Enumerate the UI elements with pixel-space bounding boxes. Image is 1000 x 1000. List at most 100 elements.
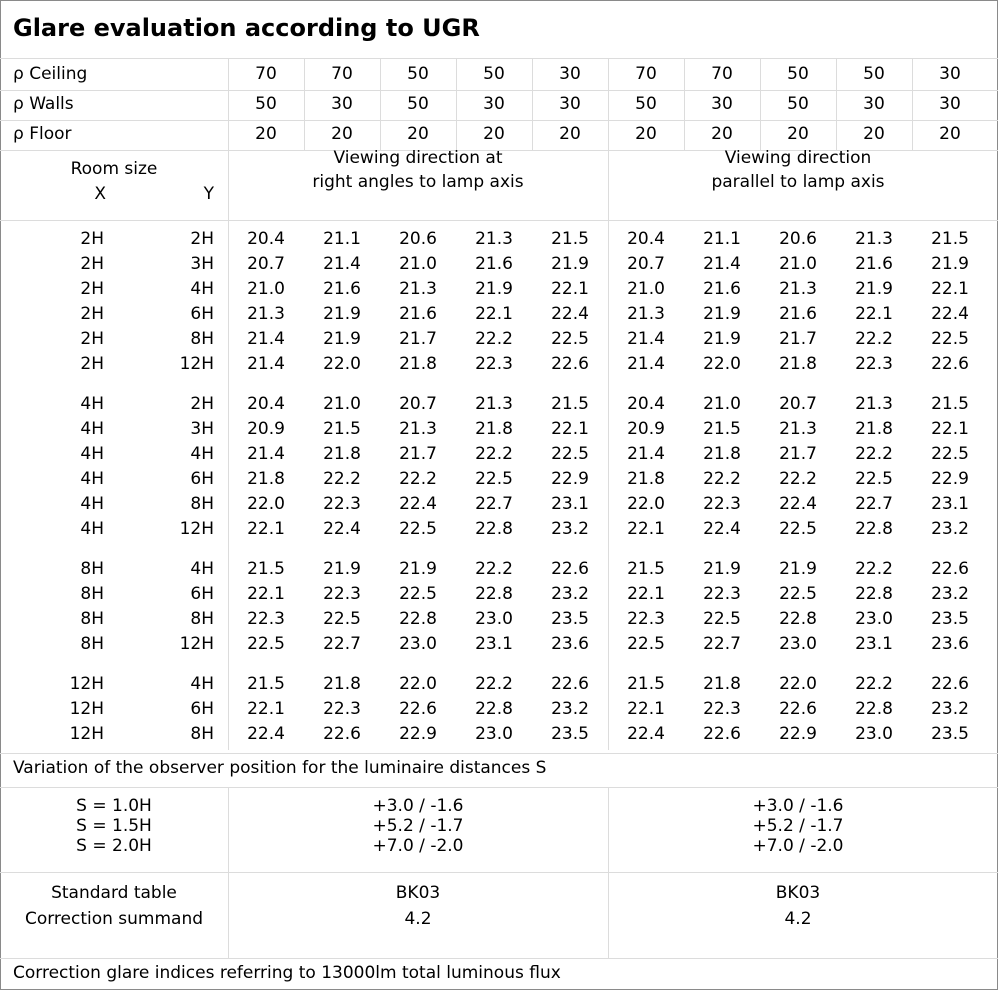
reflectance-value: 20 bbox=[635, 124, 657, 144]
ugr-value: 23.0 bbox=[475, 609, 513, 629]
ugr-value: 21.3 bbox=[855, 394, 893, 414]
ugr-value: 22.1 bbox=[931, 279, 969, 299]
divider bbox=[0, 872, 998, 873]
divider bbox=[0, 958, 998, 959]
reflectance-value: 20 bbox=[559, 124, 581, 144]
ugr-value: 21.3 bbox=[779, 419, 817, 439]
ugr-value: 20.7 bbox=[779, 394, 817, 414]
ugr-value: 20.9 bbox=[247, 419, 285, 439]
ugr-value: 21.0 bbox=[779, 254, 817, 274]
reflectance-value: 50 bbox=[483, 64, 505, 84]
ugr-value: 21.5 bbox=[323, 419, 361, 439]
ugr-value: 21.3 bbox=[475, 229, 513, 249]
ugr-value: 23.0 bbox=[399, 634, 437, 654]
room-y: 4H bbox=[190, 444, 214, 464]
divider bbox=[0, 150, 998, 151]
room-x: 8H bbox=[80, 634, 104, 654]
room-x: 8H bbox=[80, 584, 104, 604]
ugr-value: 22.8 bbox=[779, 609, 817, 629]
ugr-value: 21.8 bbox=[855, 419, 893, 439]
ugr-value: 22.1 bbox=[627, 519, 665, 539]
ugr-value: 22.4 bbox=[551, 304, 589, 324]
room-x: 4H bbox=[80, 419, 104, 439]
ugr-value: 22.2 bbox=[323, 469, 361, 489]
ugr-value: 21.3 bbox=[475, 394, 513, 414]
ugr-value: 22.3 bbox=[323, 699, 361, 719]
ugr-value: 23.2 bbox=[931, 699, 969, 719]
ugr-value: 23.1 bbox=[475, 634, 513, 654]
ugr-value: 21.9 bbox=[323, 329, 361, 349]
ugr-value: 21.8 bbox=[247, 469, 285, 489]
divider bbox=[684, 58, 685, 150]
ugr-value: 22.2 bbox=[779, 469, 817, 489]
ugr-value: 21.4 bbox=[627, 444, 665, 464]
ugr-value: 22.8 bbox=[855, 699, 893, 719]
ugr-value: 22.7 bbox=[703, 634, 741, 654]
room-x: 4H bbox=[80, 469, 104, 489]
ugr-value: 22.5 bbox=[931, 444, 969, 464]
correction-summand-right-angles: 4.2 bbox=[404, 909, 432, 929]
ugr-value: 21.6 bbox=[703, 279, 741, 299]
ugr-value: 23.0 bbox=[475, 724, 513, 744]
variation-parallel: +3.0 / -1.6 bbox=[752, 796, 844, 816]
divider bbox=[608, 150, 609, 750]
ugr-value: 21.5 bbox=[247, 674, 285, 694]
reflectance-value: 20 bbox=[255, 124, 277, 144]
ugr-value: 21.8 bbox=[475, 419, 513, 439]
ugr-value: 22.9 bbox=[779, 724, 817, 744]
ugr-value: 22.2 bbox=[475, 559, 513, 579]
correction-summand-label: Correction summand bbox=[24, 909, 204, 929]
ugr-value: 21.8 bbox=[703, 444, 741, 464]
ugr-value: 21.6 bbox=[399, 304, 437, 324]
room-y: 6H bbox=[190, 584, 214, 604]
reflectance-value: 70 bbox=[331, 64, 353, 84]
reflectance-value: 50 bbox=[787, 64, 809, 84]
room-x: 2H bbox=[80, 354, 104, 374]
room-y: 6H bbox=[190, 469, 214, 489]
room-y: 6H bbox=[190, 699, 214, 719]
room-y: 3H bbox=[190, 254, 214, 274]
ugr-value: 20.7 bbox=[627, 254, 665, 274]
ugr-value: 22.0 bbox=[247, 494, 285, 514]
reflectance-label: ρ Floor bbox=[13, 124, 72, 144]
room-size-label: Room size bbox=[70, 159, 158, 179]
ugr-value: 21.5 bbox=[551, 394, 589, 414]
room-x: 4H bbox=[80, 444, 104, 464]
ugr-value: 22.6 bbox=[779, 699, 817, 719]
ugr-value: 20.4 bbox=[627, 394, 665, 414]
ugr-value: 21.4 bbox=[323, 254, 361, 274]
ugr-value: 21.4 bbox=[627, 354, 665, 374]
ugr-value: 22.5 bbox=[323, 609, 361, 629]
ugr-value: 21.4 bbox=[247, 444, 285, 464]
room-x: 4H bbox=[80, 519, 104, 539]
variation-right-angles: +7.0 / -2.0 bbox=[372, 836, 464, 856]
ugr-value: 22.4 bbox=[703, 519, 741, 539]
reflectance-value: 30 bbox=[331, 94, 353, 114]
room-y: 12H bbox=[179, 354, 214, 374]
ugr-value: 22.2 bbox=[855, 674, 893, 694]
ugr-value: 23.1 bbox=[931, 494, 969, 514]
footer-note: Correction glare indices referring to 13… bbox=[13, 963, 561, 983]
ugr-value: 22.8 bbox=[475, 584, 513, 604]
ugr-value: 22.4 bbox=[399, 494, 437, 514]
ugr-value: 21.9 bbox=[931, 254, 969, 274]
room-y: 2H bbox=[190, 229, 214, 249]
room-x: 8H bbox=[80, 609, 104, 629]
reflectance-value: 20 bbox=[331, 124, 353, 144]
variation-right-angles: +3.0 / -1.6 bbox=[372, 796, 464, 816]
room-y: 4H bbox=[190, 674, 214, 694]
ugr-value: 22.6 bbox=[931, 354, 969, 374]
ugr-value: 21.5 bbox=[247, 559, 285, 579]
ugr-value: 22.3 bbox=[855, 354, 893, 374]
ugr-value: 22.2 bbox=[475, 674, 513, 694]
ugr-value: 23.0 bbox=[779, 634, 817, 654]
ugr-value: 22.9 bbox=[551, 469, 589, 489]
reflectance-value: 20 bbox=[711, 124, 733, 144]
ugr-value: 22.2 bbox=[475, 444, 513, 464]
ugr-value: 21.4 bbox=[627, 329, 665, 349]
ugr-value: 20.6 bbox=[399, 229, 437, 249]
divider bbox=[836, 58, 837, 150]
viewing-direction-header: Viewing direction bbox=[724, 148, 872, 168]
ugr-value: 21.5 bbox=[627, 674, 665, 694]
